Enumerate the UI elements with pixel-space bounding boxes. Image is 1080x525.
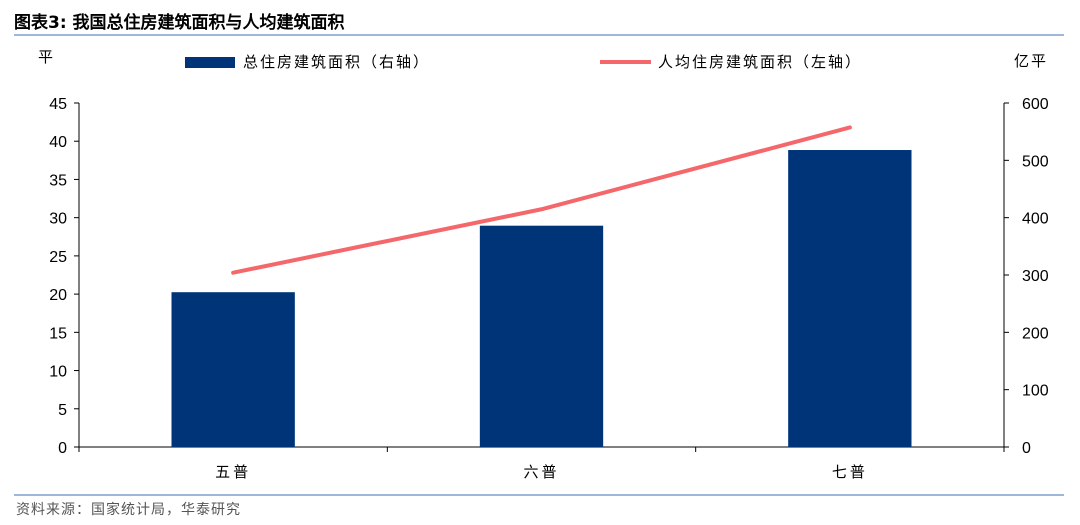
x-tick-label: 六普	[523, 463, 559, 481]
left-tick-label: 25	[49, 249, 67, 266]
left-axis-unit: 平	[38, 48, 53, 66]
bar	[479, 225, 604, 447]
x-tick-label: 五普	[215, 463, 251, 481]
series-line	[231, 125, 852, 275]
legend-swatch-bar	[185, 57, 235, 68]
left-tick-label: 10	[49, 364, 67, 381]
left-tick-label: 35	[49, 172, 67, 189]
right-tick-label: 500	[1022, 153, 1049, 170]
left-tick-label: 20	[49, 287, 67, 304]
left-tick-label: 15	[49, 325, 67, 342]
left-tick-label: 30	[49, 211, 67, 228]
right-tick-label: 200	[1022, 325, 1049, 342]
right-axis-unit: 亿平	[1014, 52, 1048, 70]
title-divider	[14, 34, 1064, 36]
left-tick-label: 0	[58, 440, 67, 457]
right-tick-label: 0	[1022, 440, 1031, 457]
source-note: 资料来源：国家统计局，华泰研究	[16, 502, 241, 518]
x-tick-label: 七普	[832, 463, 868, 481]
source-divider	[14, 494, 1064, 496]
legend-label-bar: 总住房建筑面积（右轴）	[243, 53, 430, 71]
bar	[788, 150, 912, 447]
bar	[171, 292, 295, 447]
legend-label-line: 人均住房建筑面积（左轴）	[658, 53, 862, 71]
right-tick-label: 600	[1022, 96, 1049, 113]
right-tick-label: 400	[1022, 211, 1049, 228]
chart-title: 图表3: 我国总住房建筑面积与人均建筑面积	[14, 13, 345, 33]
right-tick-label: 300	[1022, 268, 1049, 285]
left-tick-label: 40	[49, 134, 67, 151]
title-bar: 图表3: 我国总住房建筑面积与人均建筑面积	[14, 4, 1064, 36]
right-tick-label: 100	[1022, 383, 1049, 400]
left-tick-label: 5	[58, 402, 67, 419]
left-tick-label: 45	[49, 96, 67, 113]
